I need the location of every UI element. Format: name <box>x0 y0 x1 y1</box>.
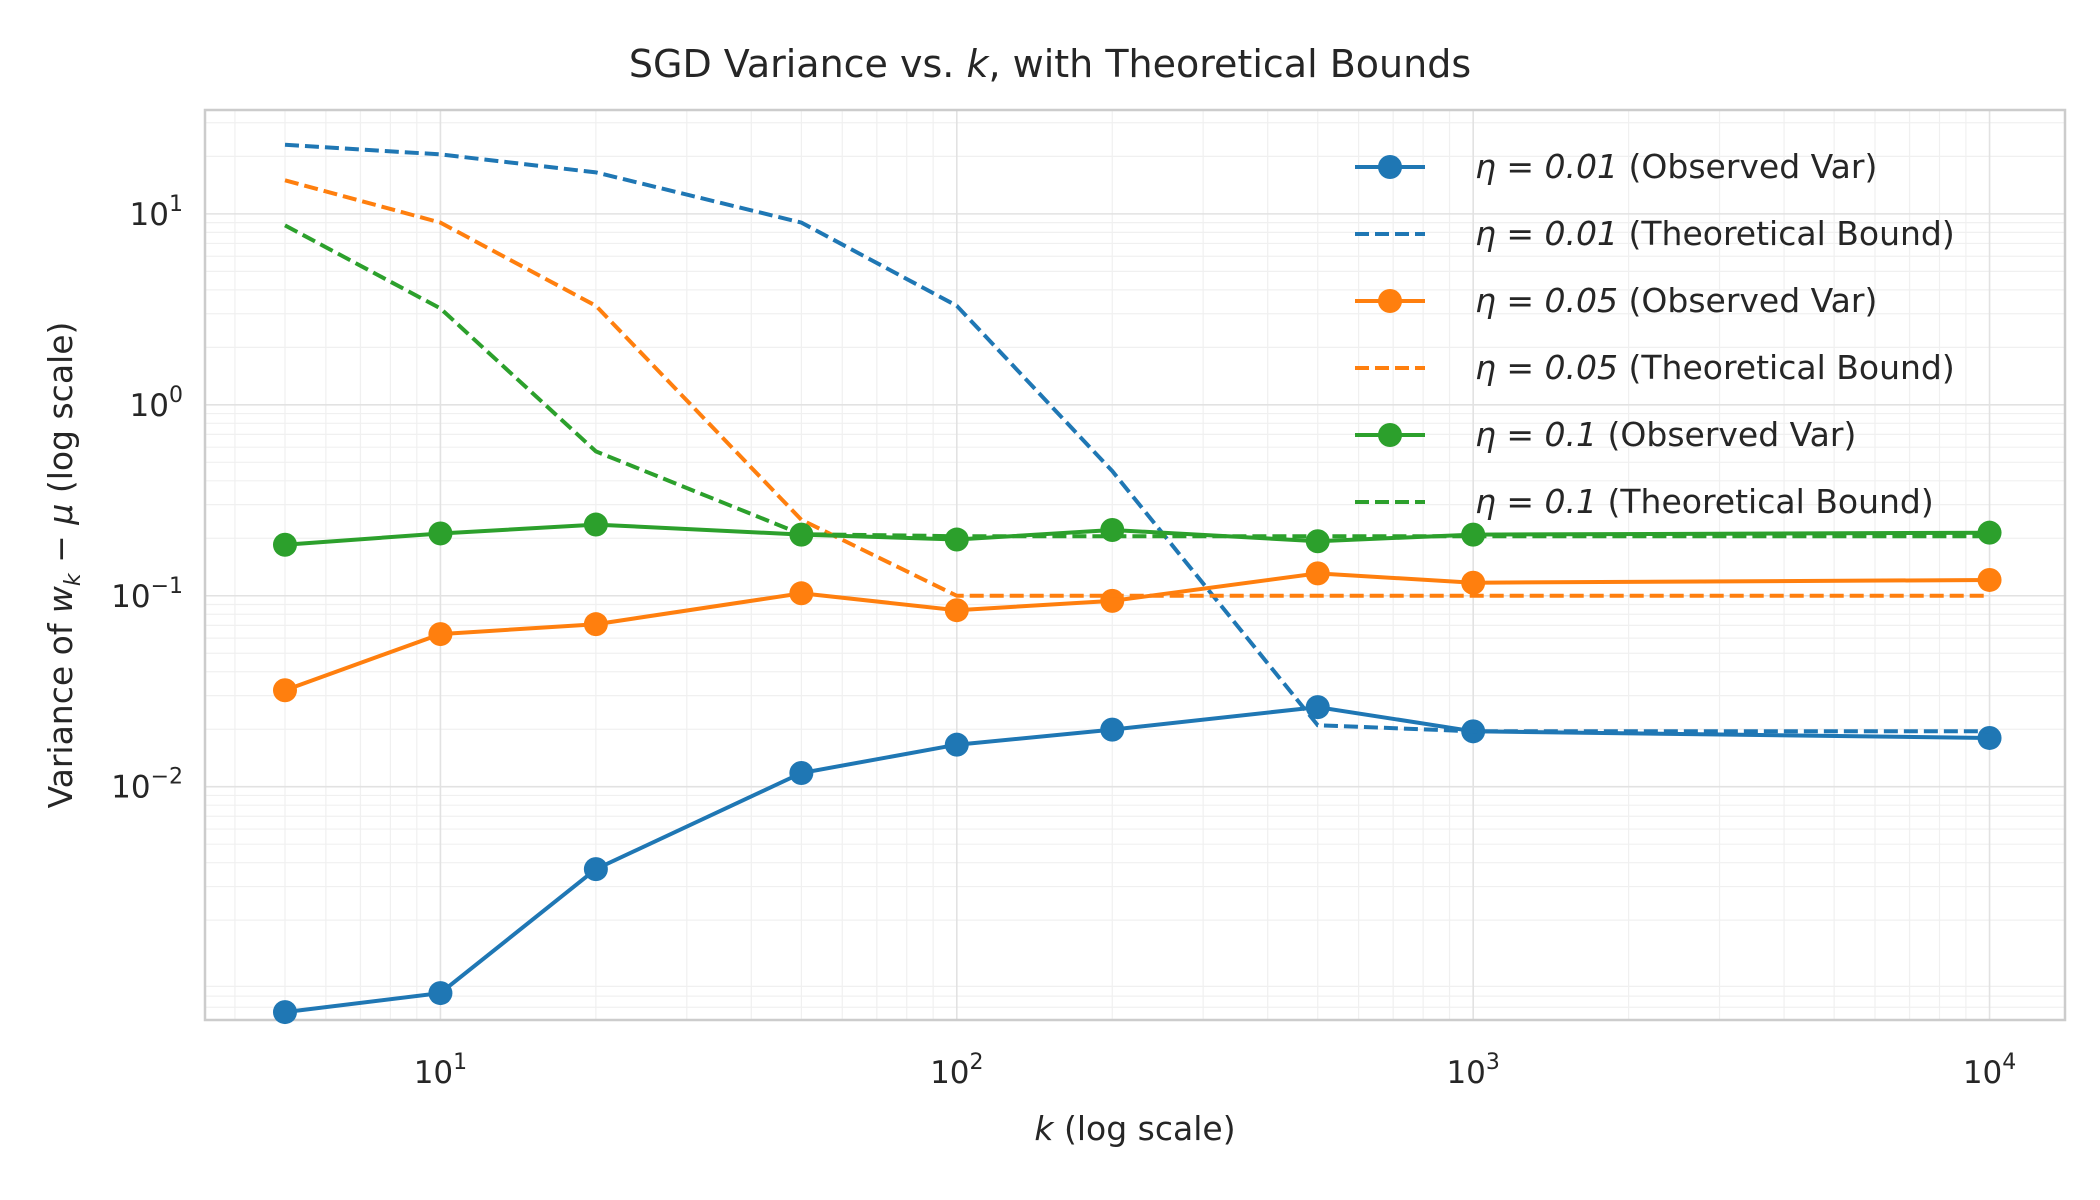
x-tick-base: 10 <box>1446 1055 1485 1091</box>
legend-label-eta: η = 0.1 <box>1475 482 1597 521</box>
legend-entry: η = 0.01 (Observed Var) <box>1355 147 1877 186</box>
series-3 <box>284 178 1990 598</box>
data-point <box>944 732 969 757</box>
data-point <box>583 612 608 637</box>
legend-label-rest: (Observed Var) <box>1618 281 1877 320</box>
data-point <box>944 527 969 552</box>
y-tick-base: 10 <box>130 388 169 424</box>
x-tick-label: 103 <box>1446 1050 1499 1091</box>
series-line-theoretical <box>284 223 1990 539</box>
legend-swatch-marker <box>1378 423 1402 447</box>
data-point <box>428 521 453 546</box>
x-axis-label: k (log scale) <box>1034 1109 1235 1148</box>
legend-label-eta: η = 0.05 <box>1475 281 1618 320</box>
y-tick-base: 10 <box>111 579 150 615</box>
series-line-theoretical <box>284 178 1990 598</box>
chart-title: SGD Variance vs. k, with Theoretical Bou… <box>629 42 1471 86</box>
x-axis-ticks: 101 102 103 104 <box>414 1050 2017 1091</box>
data-point <box>1100 588 1125 613</box>
legend-swatch-marker <box>1378 289 1402 313</box>
legend-label: η = 0.05 (Theoretical Bound) <box>1475 348 1955 387</box>
legend-label-rest: (Theoretical Bound) <box>1597 482 1934 521</box>
x-tick-label: 102 <box>930 1050 983 1091</box>
legend-entry: η = 0.05 (Observed Var) <box>1355 281 1877 320</box>
legend-label: η = 0.1 (Observed Var) <box>1475 415 1856 454</box>
legend-label-eta: η = 0.1 <box>1475 415 1597 454</box>
x-tick-exponent: 3 <box>1486 1050 1500 1075</box>
plot-frame <box>203 108 2067 1022</box>
data-point <box>1100 717 1125 742</box>
legend-label-rest: (Observed Var) <box>1597 415 1856 454</box>
legend-label-rest: (Observed Var) <box>1618 147 1877 186</box>
x-tick-label: 101 <box>414 1050 467 1091</box>
legend-label-rest: (Theoretical Bound) <box>1618 348 1955 387</box>
data-point <box>789 581 814 606</box>
legend-label: η = 0.05 (Observed Var) <box>1475 281 1877 320</box>
data-point <box>1977 520 2002 545</box>
minor-grid <box>205 110 2065 1021</box>
legend-label: η = 0.01 (Observed Var) <box>1475 147 1877 186</box>
legend-entry: η = 0.05 (Theoretical Bound) <box>1355 348 1955 387</box>
series-2 <box>272 561 2002 703</box>
data-point <box>1305 561 1330 586</box>
y-tick-label: 101 <box>130 192 183 233</box>
y-tick-base: 10 <box>111 770 150 806</box>
x-tick-exponent: 1 <box>453 1050 467 1075</box>
data-point <box>272 532 297 557</box>
legend-label: η = 0.1 (Theoretical Bound) <box>1475 482 1934 521</box>
legend-label-rest: (Theoretical Bound) <box>1618 214 1955 253</box>
x-tick-base: 10 <box>1963 1055 2002 1091</box>
legend-label-eta: η = 0.01 <box>1475 147 1618 186</box>
series-line-theoretical <box>284 142 1990 734</box>
y-tick-label: 10−2 <box>111 765 183 806</box>
legend-label-eta: η = 0.05 <box>1475 348 1618 387</box>
data-point <box>1100 518 1125 543</box>
series-1 <box>284 142 1990 734</box>
data-point <box>944 598 969 623</box>
legend-label: η = 0.01 (Theoretical Bound) <box>1475 214 1955 253</box>
data-point <box>1461 570 1486 595</box>
data-point <box>1977 725 2002 750</box>
y-tick-base: 10 <box>130 197 169 233</box>
series-5 <box>284 223 1990 539</box>
series-layer <box>272 142 2002 1025</box>
series-0 <box>272 695 2002 1025</box>
legend-swatch-marker <box>1378 155 1402 179</box>
y-axis-label: Variance of wk − μ (log scale) <box>41 322 86 809</box>
data-point <box>272 1000 297 1025</box>
data-point <box>1977 567 2002 592</box>
legend: η = 0.01 (Observed Var)η = 0.01 (Theoret… <box>1355 147 1955 521</box>
data-point <box>428 622 453 647</box>
data-point <box>583 857 608 882</box>
data-point <box>428 981 453 1006</box>
legend-entry: η = 0.01 (Theoretical Bound) <box>1355 214 1955 253</box>
data-point <box>583 512 608 537</box>
x-tick-base: 10 <box>930 1055 969 1091</box>
y-tick-label: 100 <box>130 383 183 424</box>
x-tick-label: 104 <box>1963 1050 2016 1091</box>
y-tick-label: 10−1 <box>111 574 183 615</box>
data-point <box>1305 695 1330 720</box>
x-tick-exponent: 4 <box>2002 1050 2016 1075</box>
x-tick-exponent: 2 <box>970 1050 984 1075</box>
y-tick-exponent: 1 <box>169 192 183 217</box>
y-tick-exponent: −1 <box>151 574 183 599</box>
legend-label-eta: η = 0.01 <box>1475 214 1618 253</box>
y-tick-exponent: −2 <box>151 765 183 790</box>
data-point <box>789 760 814 785</box>
y-tick-exponent: 0 <box>169 383 183 408</box>
legend-entry: η = 0.1 (Observed Var) <box>1355 415 1856 454</box>
x-tick-base: 10 <box>414 1055 453 1091</box>
data-point <box>272 678 297 703</box>
data-point <box>1305 529 1330 554</box>
legend-entry: η = 0.1 (Theoretical Bound) <box>1355 482 1934 521</box>
